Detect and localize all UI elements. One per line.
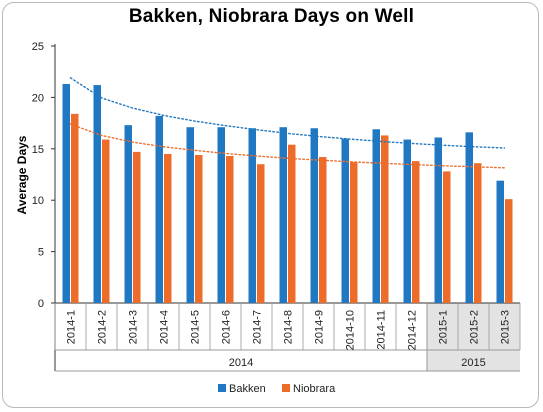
bar-bakken xyxy=(279,127,287,303)
trendline-niobrara xyxy=(69,123,506,169)
bar-niobrara xyxy=(319,157,327,303)
bar-niobrara xyxy=(350,162,358,303)
bar-bakken xyxy=(496,180,504,303)
legend-swatch-niobrara xyxy=(282,384,290,392)
y-tick-label: 20 xyxy=(32,92,44,104)
x-tick-label: 2014-4 xyxy=(159,310,171,344)
category-group-shade xyxy=(427,303,520,371)
bar-niobrara xyxy=(195,154,203,303)
bar-bakken xyxy=(62,84,70,303)
trendline-bakken xyxy=(69,77,506,149)
x-tick-label: 2015-3 xyxy=(500,310,512,344)
x-tick-label: 2015-1 xyxy=(438,310,450,344)
legend-swatch-bakken xyxy=(218,384,226,392)
x-tick-label: 2014-2 xyxy=(97,310,109,344)
legend-label-niobrara: Niobrara xyxy=(293,383,336,395)
bar-bakken xyxy=(465,132,473,303)
bar-niobrara xyxy=(381,135,389,303)
bar-bakken xyxy=(155,115,163,304)
category-group-label: 2014 xyxy=(229,357,253,369)
category-group-label: 2015 xyxy=(461,357,485,369)
bar-niobrara xyxy=(257,164,265,303)
bar-bakken xyxy=(372,129,380,303)
x-tick-label: 2014-5 xyxy=(190,310,202,344)
x-tick-label: 2014-10 xyxy=(345,310,357,350)
x-tick-label: 2014-9 xyxy=(314,310,326,344)
y-tick-label: 10 xyxy=(32,195,44,207)
bar-bakken xyxy=(124,125,132,303)
bar-niobrara xyxy=(474,163,482,303)
y-tick-label: 15 xyxy=(32,144,44,156)
bar-niobrara xyxy=(71,113,79,304)
bar-bakken xyxy=(434,137,442,303)
bar-bakken xyxy=(403,139,411,303)
legend-label-bakken: Bakken xyxy=(229,383,266,395)
bar-bakken xyxy=(248,128,256,303)
bar-bakken xyxy=(217,127,225,303)
bar-bakken xyxy=(93,85,101,304)
bar-bakken xyxy=(310,128,318,303)
bar-niobrara xyxy=(505,199,513,303)
bar-niobrara xyxy=(164,153,172,303)
bar-niobrara xyxy=(102,139,110,303)
x-tick-label: 2014-6 xyxy=(221,310,233,344)
x-tick-label: 2014-1 xyxy=(66,310,78,344)
bar-bakken xyxy=(186,127,194,303)
x-tick-label: 2014-3 xyxy=(128,310,140,344)
y-tick-label: 0 xyxy=(38,298,44,310)
x-tick-label: 2014-8 xyxy=(283,310,295,344)
bar-niobrara xyxy=(443,171,451,303)
x-tick-label: 2014-7 xyxy=(252,310,264,344)
x-tick-label: 2015-2 xyxy=(469,310,481,344)
x-tick-label: 2014-12 xyxy=(407,310,419,350)
bar-niobrara xyxy=(412,161,420,303)
bar-niobrara xyxy=(226,155,234,303)
chart-title: Bakken, Niobrara Days on Well xyxy=(128,6,415,27)
bar-niobrara xyxy=(133,151,141,303)
y-tick-label: 25 xyxy=(32,41,44,53)
bar-bakken xyxy=(341,138,349,303)
bar-niobrara xyxy=(288,144,296,303)
y-tick-label: 5 xyxy=(38,247,44,259)
x-tick-label: 2014-11 xyxy=(376,310,388,350)
